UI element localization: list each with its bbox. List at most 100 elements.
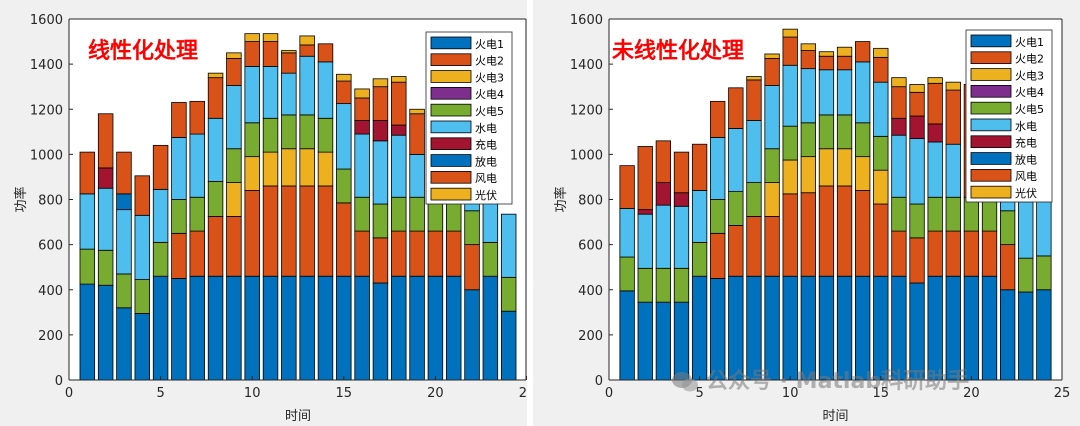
bar-segment-水电-t9	[226, 85, 242, 150]
bar-segment-火电2-t10	[782, 193, 798, 277]
bar-segment-火电2-t8	[746, 216, 762, 277]
legend-label-火电5: 火电5	[1015, 103, 1044, 116]
bar-segment-火电1-t7	[189, 275, 205, 381]
bar-segment-光伏-t19	[409, 108, 425, 115]
y-tick-label: 1400	[570, 58, 603, 73]
y-tick-label: 1200	[30, 103, 63, 118]
bar-segment-火电5-t15	[873, 135, 889, 171]
bar-segment-风电-t7	[728, 87, 744, 129]
bar-segment-火电2-t12	[281, 185, 297, 277]
bar-segment-火电2-t17	[372, 237, 389, 284]
bar-segment-火电3-t11	[800, 156, 816, 194]
chart-panel-nonlinearized: 0 5 10 15 20 25 0 200 400 600 800 1000 1200 1400 1600 时…	[533, 0, 1080, 426]
bar-segment-火电2-t6	[171, 232, 187, 279]
bar-segment-光伏-t11	[262, 33, 279, 42]
bar-segment-火电1-t1	[79, 283, 96, 381]
bar-segment-水电-t5	[152, 188, 169, 243]
bar-segment-火电3-t9	[764, 182, 780, 217]
bar-segment-火电2-t14	[317, 185, 334, 277]
legend-label-光伏: 光伏	[475, 188, 497, 202]
chart-panel-linearized: 0 5 10 15 20 25 0 200 400 600 800 1000 1200 1400 1600 时…	[0, 0, 527, 426]
y-tick-label: 1600	[570, 13, 603, 28]
bar-segment-光伏-t8	[746, 76, 762, 81]
bar-segment-火电5-t1	[79, 248, 96, 285]
bar-segment-水电-t3	[116, 209, 132, 275]
x-tick-label: 25	[1054, 386, 1071, 401]
bar-segment-火电2-t9	[226, 216, 242, 277]
bar-segment-风电-t5	[152, 144, 169, 190]
bar-segment-火电5-t7	[728, 191, 744, 226]
legend-swatch-放电	[430, 154, 472, 167]
x-tick-label: 0	[605, 386, 613, 401]
legend-label-放电: 放电	[475, 154, 497, 168]
bar-segment-火电1-t24	[500, 310, 517, 381]
bar-segment-水电-t16	[354, 133, 370, 198]
bar-segment-水电-t4	[134, 214, 151, 280]
bar-segment-风电-t11	[800, 50, 816, 70]
bar-segment-火电5-t3	[655, 267, 672, 303]
bar-segment-风电-t13	[836, 55, 853, 71]
bar-segment-火电5-t19	[945, 196, 961, 232]
bar-segment-火电5-t5	[691, 241, 708, 277]
bar-segment-火电5-t7	[189, 196, 205, 232]
legend-swatch-火电5	[430, 103, 472, 117]
x-tick-label: 15	[873, 386, 890, 401]
legend-label-风电: 风电	[1015, 170, 1037, 183]
bar-segment-火电1-t11	[262, 275, 279, 381]
x-tick-label: 0	[65, 386, 73, 401]
legend-swatch-火电3	[430, 70, 472, 83]
bar-segment-火电1-t13	[299, 275, 315, 381]
bar-segment-火电5-t8	[207, 181, 224, 217]
chart-annotation: 未线性化处理	[612, 38, 744, 64]
legend-label-火电5: 火电5	[475, 105, 504, 118]
y-tick-label: 1200	[570, 103, 603, 118]
y-tick-label: 200	[38, 329, 63, 344]
bar-segment-火电2-t7	[728, 225, 744, 277]
bar-segment-火电3-t13	[299, 148, 315, 187]
y-tick-label: 400	[578, 284, 603, 299]
legend-swatch-风电	[970, 168, 1012, 182]
bar-segment-光伏-t11	[800, 43, 816, 51]
legend-label-火电2: 火电2	[475, 55, 504, 68]
bar-segment-充电-t17	[909, 115, 925, 139]
bar-segment-火电5-t23	[482, 241, 499, 277]
bar-segment-水电-t17	[372, 140, 389, 205]
bar-segment-风电-t17	[372, 86, 389, 121]
bar-segment-火电5-t10	[244, 122, 260, 158]
y-tick-label: 1000	[570, 148, 603, 163]
bar-segment-风电-t7	[189, 100, 205, 135]
bar-segment-水电-t23	[1018, 201, 1034, 259]
bar-segment-水电-t2	[97, 187, 114, 251]
stacked-bar-chart-2: 0 5 10 15 20 25 0 200 400 600 800 1000 1200 1400 1600 时…	[553, 13, 1071, 424]
bar-segment-火电1-t1	[619, 290, 635, 381]
legend-swatch-火电2	[430, 53, 472, 66]
bar-segment-水电-t13	[299, 55, 315, 116]
bar-segment-风电-t3	[655, 140, 672, 183]
legend-swatch-火电4	[430, 87, 472, 100]
bar-segment-火电2-t10	[244, 190, 260, 277]
panel-divider	[527, 0, 533, 426]
bar-segment-火电2-t19	[945, 230, 961, 277]
bars	[619, 28, 1052, 381]
bar-segment-风电-t6	[710, 100, 726, 138]
bar-segment-水电-t14	[317, 61, 334, 119]
bar-segment-火电1-t5	[152, 275, 169, 381]
bar-segment-风电-t12	[818, 55, 835, 71]
bar-segment-水电-t10	[782, 64, 798, 127]
bar-segment-火电5-t11	[262, 117, 279, 153]
legend-swatch-火电4	[970, 85, 1012, 98]
legend-label-风电: 风电	[475, 172, 497, 185]
bar-segment-火电5-t2	[637, 267, 653, 303]
bar-segment-火电2-t15	[336, 202, 352, 277]
bar-segment-风电-t9	[764, 58, 780, 86]
bar-segment-火电2-t18	[927, 230, 943, 277]
bar-segment-火电5-t6	[171, 199, 187, 234]
bar-segment-火电2-t6	[710, 232, 726, 279]
bar-segment-火电5-t23	[1018, 257, 1034, 293]
legend-swatch-火电1	[970, 34, 1012, 48]
bar-segment-火电3-t9	[226, 182, 242, 217]
bar-segment-水电-t12	[818, 69, 835, 116]
legend-swatch-水电	[430, 120, 472, 134]
